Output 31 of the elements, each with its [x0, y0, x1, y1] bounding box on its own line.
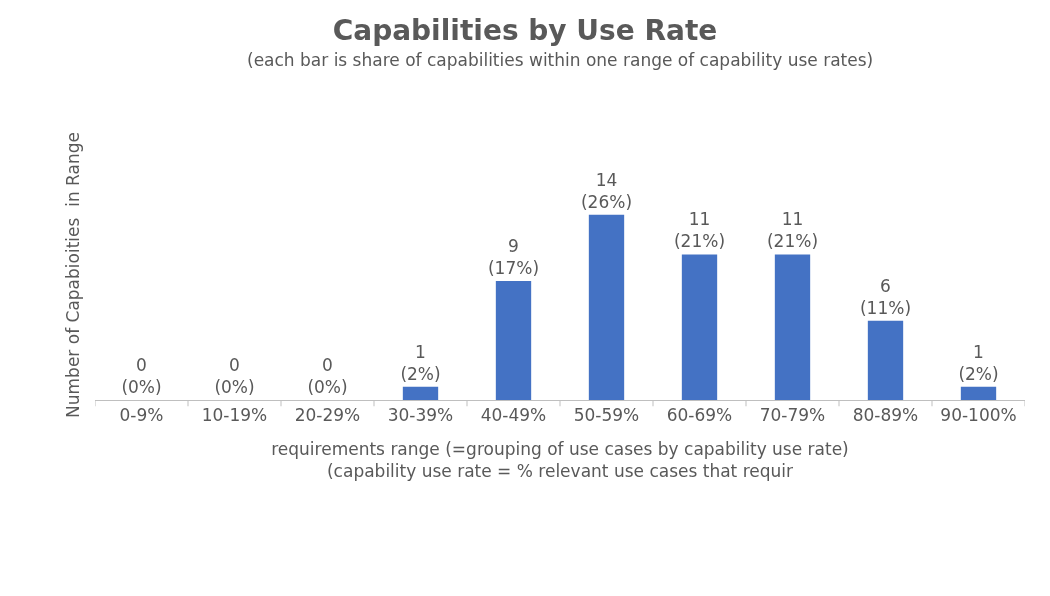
data-label: 1 (2%): [958, 341, 999, 384]
data-label: 0 (0%): [214, 354, 255, 397]
bar: [867, 320, 904, 400]
chart-subtitle: (each bar is share of capabilities within one range of capability use rates): [247, 50, 874, 70]
x-tick-label: 30-39%: [387, 405, 454, 426]
data-label: 0 (0%): [307, 354, 348, 397]
bar: [588, 214, 625, 400]
bar: [681, 254, 718, 400]
data-label: 6 (11%): [859, 275, 912, 318]
x-tick-label: 20-29%: [294, 405, 361, 426]
y-axis-title: Number of Capabioities in Range: [62, 132, 83, 418]
x-tick-label: 50-59%: [573, 405, 640, 426]
x-tick-label: 80-89%: [852, 405, 919, 426]
x-tick-label: 90-100%: [940, 405, 1017, 426]
x-tick-label: 40-49%: [480, 405, 547, 426]
data-label: 14 (26%): [580, 169, 633, 212]
chart-title: Capabilities by Use Rate: [332, 14, 718, 48]
bar: [774, 254, 811, 400]
x-tick-label: 70-79%: [759, 405, 826, 426]
data-label: 0 (0%): [121, 354, 162, 397]
x-tick-label: 10-19%: [201, 405, 268, 426]
x-tick-label: 0-9%: [119, 405, 164, 426]
x-axis-title: requirements range (=grouping of use cases by capability use rate) (capability use rate = % relevant use cases that requir: [271, 438, 849, 481]
bar: [495, 280, 532, 400]
data-label: 1 (2%): [400, 341, 441, 384]
data-label: 11 (21%): [766, 209, 819, 252]
bar: [960, 386, 997, 400]
x-tick-label: 60-69%: [666, 405, 733, 426]
data-label: 11 (21%): [673, 209, 726, 252]
data-label: 9 (17%): [487, 235, 540, 278]
bar: [402, 386, 439, 400]
